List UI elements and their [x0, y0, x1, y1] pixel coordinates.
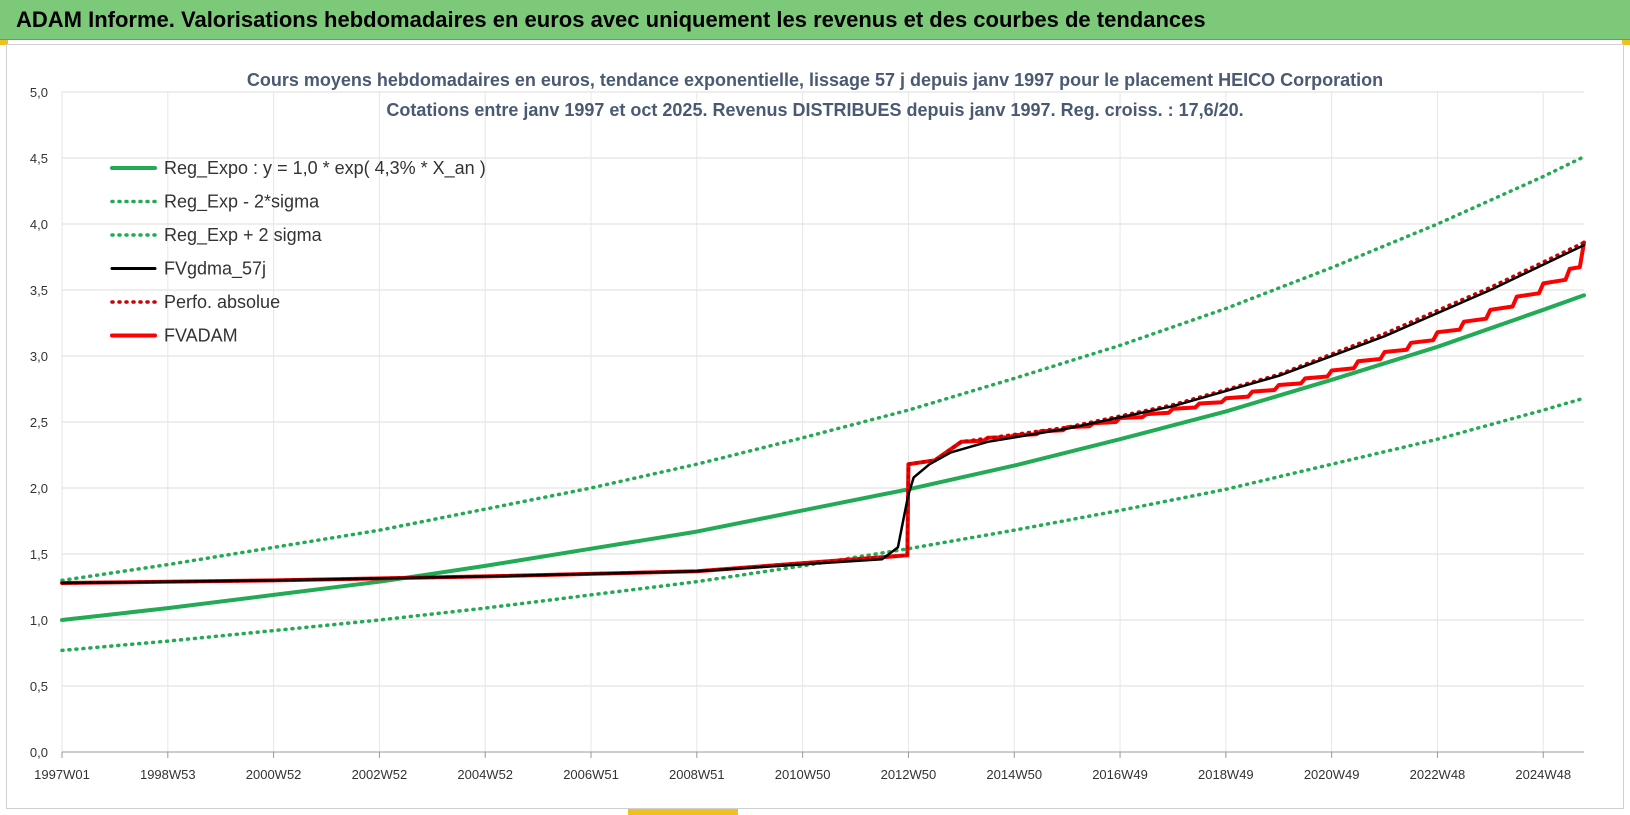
legend-label: FVgdma_57j: [164, 259, 266, 280]
x-tick-label: 2018W49: [1198, 767, 1254, 782]
x-tick-label: 2022W48: [1410, 767, 1466, 782]
x-tick-label: 2002W52: [352, 767, 408, 782]
y-tick-label: 2,5: [30, 415, 48, 430]
x-tick-label: 2006W51: [563, 767, 619, 782]
x-tick-label: 2014W50: [986, 767, 1042, 782]
chart-subtitle: Cotations entre janv 1997 et oct 2025. R…: [386, 100, 1243, 120]
legend-label: FVADAM: [164, 326, 238, 346]
grid: [61, 91, 1584, 753]
report-header: ADAM Informe. Valorisations hebdomadaire…: [0, 0, 1630, 40]
corner-marker: [0, 40, 8, 45]
x-tick-label: 2012W50: [881, 767, 937, 782]
x-tick-label: 2024W48: [1515, 767, 1571, 782]
x-tick-label: 2004W52: [457, 767, 513, 782]
x-tick-label: 2016W49: [1092, 767, 1148, 782]
y-tick-label: 4,5: [30, 151, 48, 166]
y-tick-label: 2,0: [30, 481, 48, 496]
series-line-5: [60, 240, 1586, 585]
corner-marker: [1622, 40, 1630, 45]
series-line-0: [60, 293, 1586, 622]
x-tick-label: 2000W52: [246, 767, 302, 782]
series-line-1: [60, 396, 1586, 653]
legend: Reg_Expo : y = 1,0 * exp( 4,3% * X_an ) R…: [110, 158, 486, 346]
x-axis: 1997W01 1998W53 2000W52 2002W52 2004W52 2006W…: [34, 751, 1584, 782]
series-line-3: [60, 243, 1586, 585]
y-tick-label: 0,0: [30, 745, 48, 760]
bottom-marker: [628, 809, 738, 815]
chart-frame: [6, 44, 1624, 809]
y-tick-label: 4,0: [30, 217, 48, 232]
series-line-4: [60, 240, 1586, 585]
series-line-2: [60, 154, 1586, 583]
chart-title: Cours moyens hebdomadaires en euros, ten…: [247, 70, 1383, 90]
y-tick-label: 3,5: [30, 283, 48, 298]
x-tick-label: 2008W51: [669, 767, 725, 782]
x-tick-label: 1998W53: [140, 767, 196, 782]
x-tick-label: 2020W49: [1304, 767, 1360, 782]
legend-label: Reg_Exp - 2*sigma: [164, 192, 320, 213]
legend-label: Reg_Exp + 2 sigma: [164, 225, 323, 246]
report-title: ADAM Informe. Valorisations hebdomadaire…: [16, 7, 1206, 32]
legend-label: Perfo. absolue: [164, 292, 280, 312]
legend-label: Reg_Expo : y = 1,0 * exp( 4,3% * X_an ): [164, 158, 486, 179]
x-tick-label: 2010W50: [775, 767, 831, 782]
y-axis: 0,0 0,5 1,0 1,5 2,0 2,5 3,0 3,5 4,0 4,5 5,0: [30, 85, 48, 760]
y-tick-label: 0,5: [30, 679, 48, 694]
y-tick-label: 3,0: [30, 349, 48, 364]
x-tick-label: 1997W01: [34, 767, 90, 782]
y-tick-label: 1,5: [30, 547, 48, 562]
y-tick-label: 5,0: [30, 85, 48, 100]
series-lines: [60, 154, 1586, 653]
y-tick-label: 1,0: [30, 613, 48, 628]
